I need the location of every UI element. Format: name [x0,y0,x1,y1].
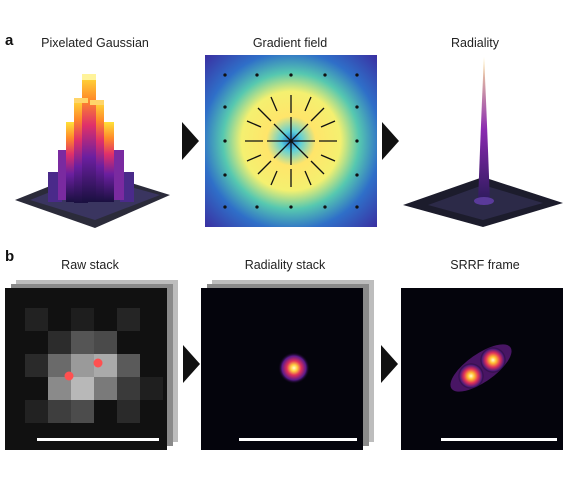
radiality-plot [403,57,563,227]
right-arrow-icon [381,345,398,383]
scale-bar [441,438,557,441]
srrf-frame [401,288,563,450]
right-arrow-icon [182,122,199,160]
srrf-spots [401,288,563,450]
srrf-frame-title: SRRF frame [450,258,520,272]
radiality-stack-title: Radiality stack [244,258,326,272]
gradient-field-title: Gradient field [252,36,328,50]
radiality-spot [201,288,363,450]
right-arrow-icon [382,122,399,160]
pixelated-gaussian-plot [15,74,170,228]
radiality-stack-frame [201,288,363,450]
raw-pixels [5,288,167,450]
right-arrow-icon [183,345,200,383]
panel-a-label: a [5,32,14,49]
raw-stack-frame [5,288,167,450]
radiality-title: Radiality [451,36,499,50]
raw-stack-title: Raw stack [61,258,119,272]
scale-bar [37,438,159,441]
gradient-field-plot [205,55,377,227]
panel-b-label: b [5,248,15,265]
pixelated-gaussian-title: Pixelated Gaussian [41,36,149,50]
scale-bar [239,438,357,441]
